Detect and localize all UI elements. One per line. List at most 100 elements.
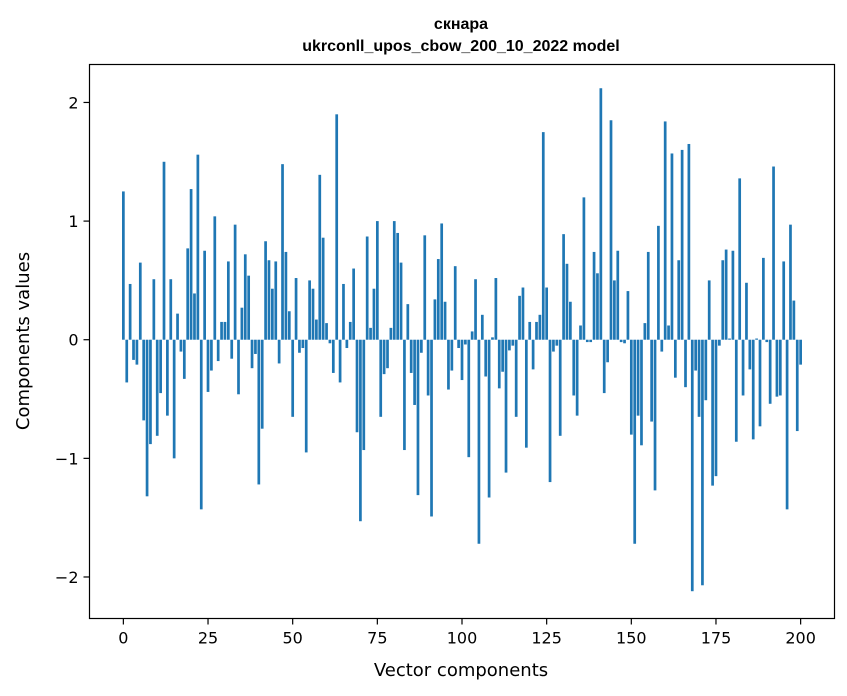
bar-168 — [690, 339, 694, 592]
bar-174 — [711, 339, 714, 486]
bar-38 — [250, 339, 254, 369]
bar-124 — [541, 132, 545, 340]
bar-30 — [223, 321, 227, 340]
bar-72 — [365, 236, 369, 340]
bar-102 — [467, 339, 471, 458]
bar-68 — [352, 268, 355, 340]
bar-4 — [135, 339, 139, 365]
bar-34 — [237, 339, 240, 395]
bar-13 — [166, 339, 169, 416]
y-tick-label: −2 — [55, 568, 79, 587]
bar-71 — [362, 339, 366, 451]
bar-64 — [338, 339, 342, 383]
bar-132 — [569, 301, 572, 340]
bar-120 — [528, 321, 532, 340]
bar-3 — [132, 339, 135, 360]
bar-165 — [680, 149, 684, 340]
bar-83 — [403, 339, 406, 451]
bar-171 — [701, 339, 704, 586]
x-tick-label: 125 — [531, 629, 562, 648]
bar-96 — [447, 339, 450, 390]
bar-70 — [359, 339, 362, 522]
bar-188 — [758, 339, 762, 427]
bar-51 — [294, 278, 298, 340]
y-axis-label: Components values — [13, 252, 34, 430]
bar-28 — [216, 339, 220, 362]
bar-16 — [176, 313, 179, 340]
bar-183 — [741, 339, 745, 396]
bar-22 — [196, 154, 200, 340]
bar-66 — [345, 339, 349, 349]
bar-63 — [335, 114, 339, 340]
bar-23 — [199, 339, 203, 510]
bar-190 — [765, 339, 769, 343]
bar-198 — [792, 300, 796, 340]
bar-57 — [315, 319, 318, 340]
bar-101 — [464, 339, 467, 345]
bar-154 — [643, 323, 647, 340]
bar-107 — [484, 339, 488, 377]
bar-199 — [795, 339, 799, 432]
bar-116 — [514, 339, 518, 417]
bar-114 — [508, 339, 511, 351]
bar-166 — [684, 339, 687, 388]
bar-59 — [321, 237, 325, 340]
bar-92 — [433, 299, 437, 340]
bar-55 — [308, 280, 311, 340]
bar-177 — [721, 260, 725, 340]
bar-85 — [409, 339, 413, 373]
bar-31 — [226, 261, 230, 340]
bar-33 — [233, 224, 237, 340]
bar-162 — [670, 153, 674, 340]
x-tick-label: 150 — [616, 629, 647, 648]
bar-53 — [301, 339, 305, 349]
bar-181 — [734, 339, 738, 442]
bar-146 — [616, 250, 620, 340]
bar-160 — [663, 121, 667, 340]
bar-19 — [186, 248, 190, 340]
bar-94 — [440, 223, 444, 340]
bar-110 — [494, 278, 498, 340]
bar-12 — [162, 161, 166, 340]
bar-99 — [457, 339, 460, 349]
bar-48 — [284, 251, 288, 340]
bar-50 — [291, 339, 295, 417]
bar-67 — [348, 321, 352, 340]
bar-138 — [589, 339, 593, 343]
bar-76 — [379, 339, 383, 417]
bar-163 — [673, 339, 677, 378]
bar-62 — [331, 339, 335, 373]
x-axis-label: Vector components — [374, 660, 548, 681]
bar-119 — [524, 339, 528, 448]
bar-93 — [436, 259, 440, 340]
bar-2 — [128, 283, 132, 340]
bar-49 — [287, 311, 291, 340]
bar-192 — [772, 166, 775, 340]
x-tick-label: 175 — [701, 629, 732, 648]
bar-52 — [298, 339, 301, 353]
bar-111 — [497, 339, 501, 389]
bar-156 — [650, 339, 653, 422]
bar-179 — [728, 338, 731, 340]
bar-10 — [155, 339, 159, 436]
bar-106 — [480, 314, 484, 340]
bar-89 — [423, 235, 427, 340]
bar-44 — [271, 288, 274, 340]
bar-45 — [274, 261, 278, 340]
x-tick-label: 200 — [785, 629, 816, 648]
bar-95 — [443, 301, 447, 340]
bar-108 — [487, 339, 491, 498]
bar-121 — [531, 339, 535, 370]
bar-187 — [755, 338, 758, 340]
bar-169 — [694, 339, 698, 371]
bar-184 — [745, 282, 748, 340]
bar-159 — [660, 339, 664, 352]
bar-0 — [122, 191, 125, 340]
bar-20 — [189, 189, 193, 340]
bar-17 — [179, 339, 183, 352]
bar-37 — [247, 275, 251, 340]
bar-8 — [149, 339, 152, 445]
bar-11 — [159, 339, 162, 394]
bar-15 — [172, 339, 176, 459]
bar-126 — [548, 339, 552, 483]
